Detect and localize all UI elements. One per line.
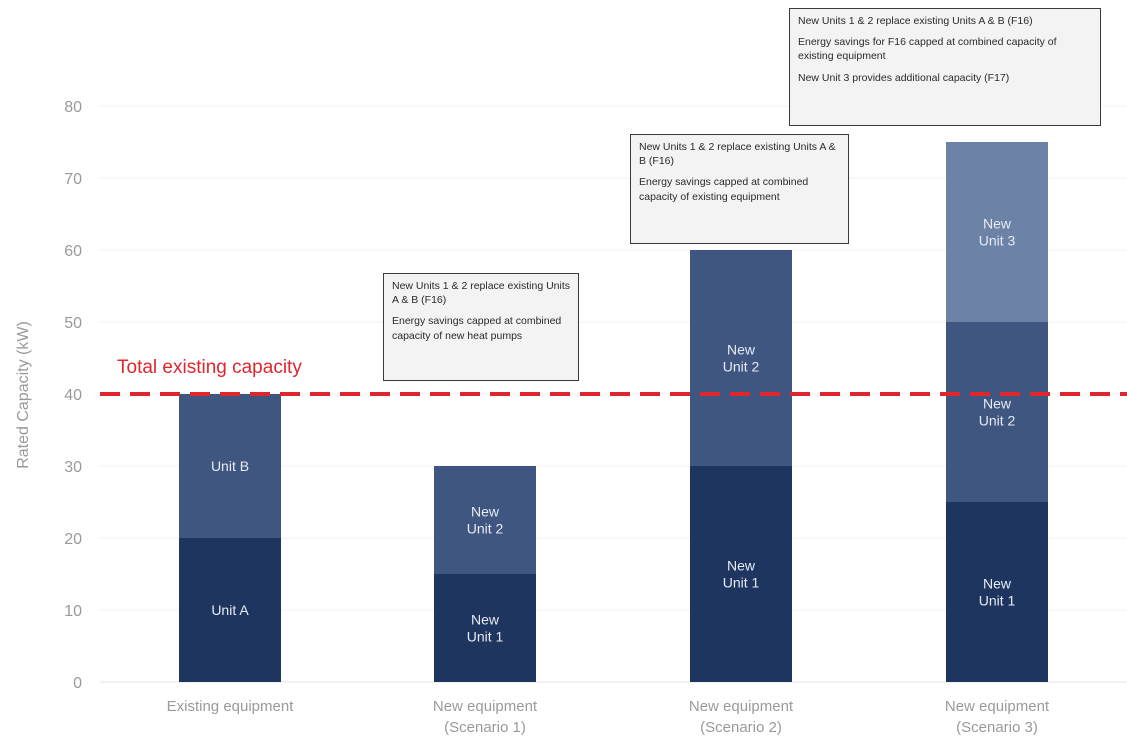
bar-segment	[690, 250, 792, 466]
annotation-scenario-1: New Units 1 & 2 replace existing Units A…	[383, 273, 579, 381]
y-tick-label: 30	[64, 459, 82, 476]
bar-segment	[179, 394, 281, 538]
y-tick-label: 40	[64, 387, 82, 404]
annotation-text: New Units 1 & 2 replace existing Units A…	[798, 15, 1033, 27]
bar-segment-label: Unit 1	[723, 575, 760, 591]
bar-segment	[434, 466, 536, 574]
y-tick-label: 20	[64, 531, 82, 548]
annotation-text: Energy savings capped at combined capaci…	[639, 176, 809, 203]
x-category-label: Existing equipment	[167, 698, 295, 715]
x-axis: Existing equipment New equipment (Scenario…	[167, 698, 1050, 736]
bar-segment-label: New	[727, 558, 756, 574]
bar-segment-label: Unit 1	[467, 629, 504, 645]
x-category-label: (Scenario 3)	[956, 719, 1038, 736]
bar-segment-label: New	[983, 216, 1012, 232]
reference-line-group: Total existing capacity	[100, 357, 1127, 396]
x-category-label: New equipment	[433, 698, 538, 715]
bar-segment	[434, 574, 536, 682]
bar-segment-label: Unit 2	[467, 521, 504, 537]
bar-segment-label: New	[471, 504, 500, 520]
annotation-scenario-3: New Units 1 & 2 replace existing Units A…	[789, 8, 1101, 126]
annotation-scenario-2: New Units 1 & 2 replace existing Units A…	[630, 134, 849, 244]
bar-segment-label: Unit B	[211, 458, 249, 474]
bar-segment	[946, 502, 1048, 682]
annotation-text: New Units 1 & 2 replace existing Units A…	[639, 141, 836, 168]
bar-segment-label: New	[727, 342, 756, 358]
x-category-label: New equipment	[689, 698, 794, 715]
bar-segment-label: Unit 1	[979, 593, 1016, 609]
x-category-label: (Scenario 1)	[444, 719, 526, 736]
y-tick-label: 50	[64, 315, 82, 332]
y-tick-label: 70	[64, 171, 82, 188]
bar-segment	[179, 538, 281, 682]
annotation-text: New Units 1 & 2 replace existing Units A…	[392, 280, 570, 307]
annotation-text: Energy savings for F16 capped at combine…	[798, 36, 1057, 63]
bar-segment-label: Unit 3	[979, 233, 1016, 249]
annotation-text: New Unit 3 provides additional capacity …	[798, 71, 1010, 84]
annotation-text: Energy savings capped at combined capaci…	[392, 315, 562, 342]
bar-segment	[690, 466, 792, 682]
y-tick-label: 60	[64, 243, 82, 260]
reference-line-label: Total existing capacity	[117, 357, 302, 378]
y-tick-label: 10	[64, 603, 82, 620]
bar-segment-label: Unit A	[211, 602, 249, 618]
bar-segment-label: Unit 2	[979, 413, 1016, 429]
y-tick-label: 0	[73, 675, 82, 692]
bar-segment-label: New	[983, 576, 1012, 592]
bar-segment	[946, 322, 1048, 502]
bar-segment-label: New	[983, 396, 1012, 412]
bar-segment-label: New	[471, 612, 500, 628]
x-category-label: (Scenario 2)	[700, 719, 782, 736]
y-tick-label: 80	[64, 99, 82, 116]
bar-segment	[946, 142, 1048, 322]
y-axis: 0 10 20 30 40 50 60 70 80	[64, 99, 82, 692]
bar-segment-label: Unit 2	[723, 359, 760, 375]
y-axis-label: Rated Capacity (kW)	[15, 321, 32, 469]
x-category-label: New equipment	[945, 698, 1050, 715]
